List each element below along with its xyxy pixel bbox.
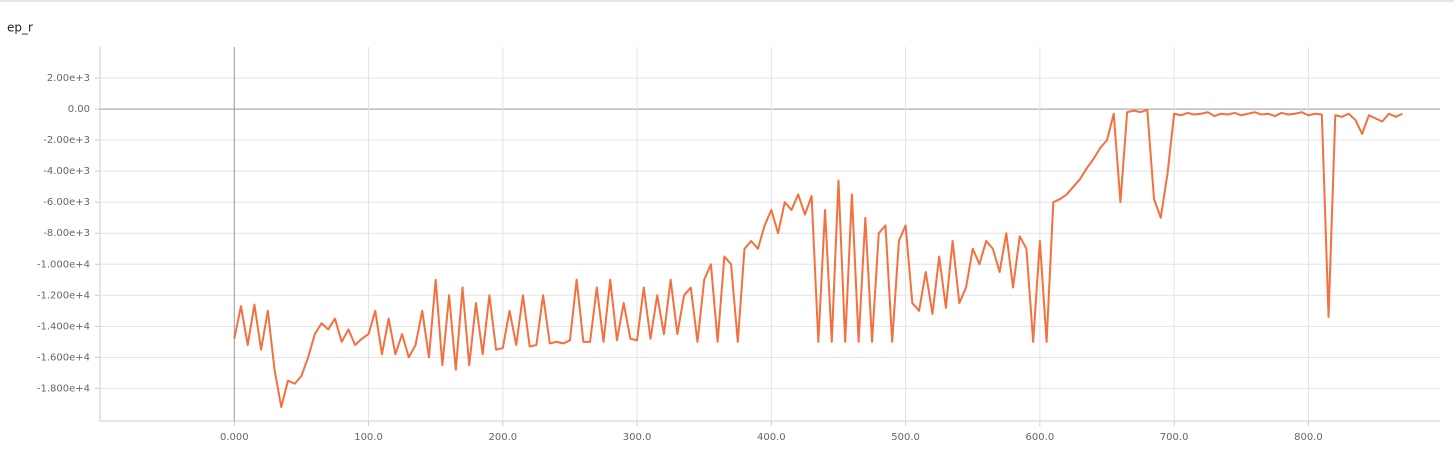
y-tick-label: 0.00 xyxy=(68,104,90,115)
x-tick-label: 100.0 xyxy=(354,432,383,443)
y-tick-label: -1.600e+4 xyxy=(37,352,90,363)
y-tick-label: -4.00e+3 xyxy=(43,166,90,177)
chart-title: ep_r xyxy=(7,21,33,35)
x-tick-label: 600.0 xyxy=(1026,432,1055,443)
x-tick-label: 300.0 xyxy=(623,432,652,443)
y-tick-label: -1.800e+4 xyxy=(37,383,90,394)
x-tick-label: 800.0 xyxy=(1294,432,1323,443)
y-tick-label: -1.200e+4 xyxy=(37,290,90,301)
x-tick-label: 0.000 xyxy=(220,432,249,443)
x-tick-label: 500.0 xyxy=(891,432,920,443)
x-tick-label: 200.0 xyxy=(488,432,517,443)
y-tick-label: -1.000e+4 xyxy=(37,259,90,270)
data-line xyxy=(233,108,1403,409)
x-tick-label: 700.0 xyxy=(1160,432,1189,443)
y-tick-label: -8.00e+3 xyxy=(43,228,90,239)
x-tick-label: 400.0 xyxy=(757,432,786,443)
y-tick-label: 2.00e+3 xyxy=(47,73,90,84)
y-tick-label: -6.00e+3 xyxy=(43,197,90,208)
y-tick-label: -1.400e+4 xyxy=(37,321,90,332)
y-tick-label: -2.00e+3 xyxy=(43,135,90,146)
